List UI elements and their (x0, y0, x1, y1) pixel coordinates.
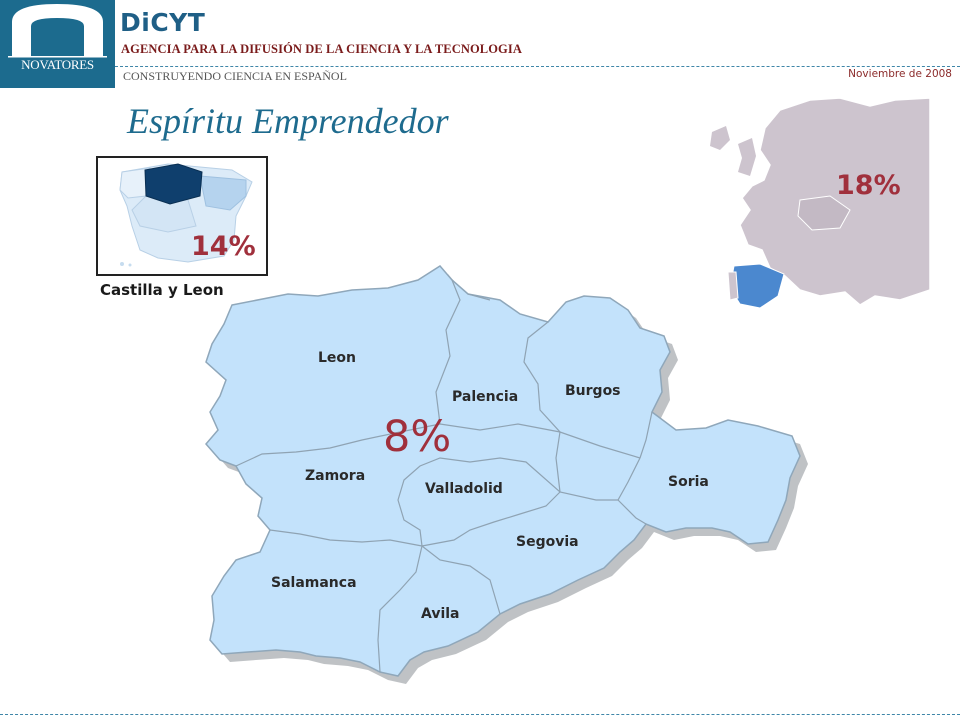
province-label-avila: Avila (421, 606, 460, 622)
date-label: Noviembre de 2008 (848, 68, 952, 80)
logo-text: NOVATORES (21, 57, 94, 72)
region-percent: 8% (383, 412, 452, 462)
header-divider (115, 66, 960, 67)
novatores-logo: NOVATORES (0, 0, 115, 88)
brand-name: DiCYT (120, 8, 206, 37)
province-label-leon: Leon (318, 350, 357, 366)
page-title: Espíritu Emprendedor (127, 101, 449, 141)
footer-divider (0, 714, 960, 715)
novatores-logo-mark (8, 4, 107, 58)
province-label-burgos: Burgos (565, 383, 621, 399)
province-label-zamora: Zamora (305, 468, 366, 484)
province-label-valladolid: Valladolid (425, 481, 503, 497)
spain-percent: 14% (191, 231, 256, 262)
tagline: CONSTRUYENDO CIENCIA EN ESPAÑOL (123, 69, 347, 83)
province-label-palencia: Palencia (452, 389, 519, 405)
province-label-soria: Soria (668, 474, 709, 490)
agency-name: AGENCIA PARA LA DIFUSIÓN DE LA CIENCIA Y… (121, 42, 522, 56)
province-label-salamanca: Salamanca (271, 575, 357, 591)
europe-map (710, 97, 931, 309)
europe-percent: 18% (836, 170, 901, 201)
inset-caption: Castilla y Leon (100, 281, 224, 299)
castilla-leon-map (205, 265, 808, 684)
spain-inset-map (96, 156, 268, 276)
province-label-segovia: Segovia (516, 534, 579, 550)
